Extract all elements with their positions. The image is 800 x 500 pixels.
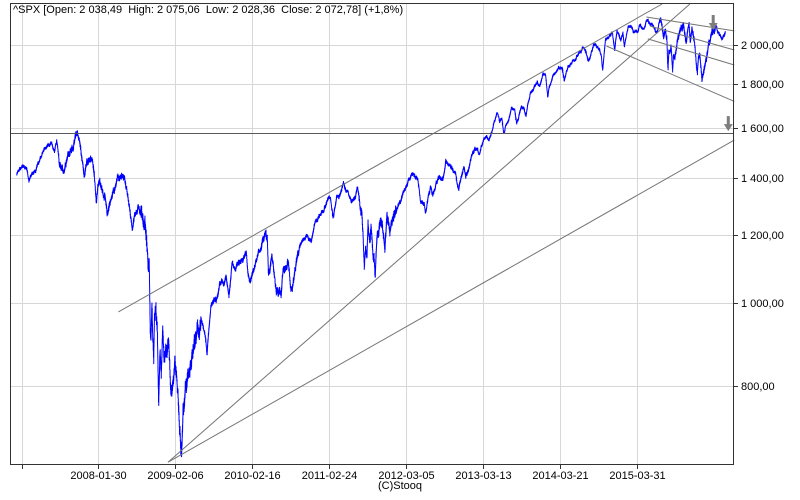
y-tick-label: 1 600,00: [741, 123, 784, 135]
y-tick-label: 1 200,00: [741, 230, 784, 242]
falling-resistance-2: [649, 25, 735, 51]
x-tick-label: 2009-02-06: [147, 470, 203, 482]
rising-support-long: [167, 139, 735, 463]
rising-channel-upper: [118, 3, 663, 313]
y-tick-label: 1 000,00: [741, 298, 784, 310]
falling-resistance-3: [647, 38, 735, 66]
price-series: [16, 17, 726, 458]
down-arrow-top-icon: [708, 15, 718, 30]
x-tick-label: 2013-03-13: [455, 470, 511, 482]
y-tick-label: 1 800,00: [741, 79, 784, 91]
rising-support-steep: [167, 3, 691, 463]
x-tick-label: 2011-02-24: [302, 470, 357, 482]
price-line: [16, 17, 726, 458]
plot-border: [10, 3, 734, 465]
falling-resistance-1: [646, 16, 735, 32]
y-tick-label: 800,00: [741, 381, 775, 393]
x-tick-label: 2008-01-30: [70, 470, 126, 482]
y-axis: 2 000,00 1 800,00 1 600,00 1 400,00 1 200,00…: [734, 40, 784, 393]
quote-header: ^SPX [Open: 2 038,49 High: 2 075,06 Low:…: [13, 4, 404, 16]
x-tick-label: 2012-03-05: [378, 470, 434, 482]
copyright-label: (C)Stooq: [377, 480, 423, 492]
x-axis: 2008-01-30 2009-02-06 2010-02-16 2011-02-24…: [22, 465, 666, 482]
y-tick-label: 2 000,00: [741, 40, 784, 52]
x-tick-label: 2010-02-16: [224, 470, 280, 482]
plot-border-rect: [10, 3, 734, 465]
falling-resistance-4: [606, 45, 735, 102]
x-tick-label: 2014-03-21: [532, 470, 588, 482]
down-arrow-1600-icon: [723, 116, 733, 132]
annotation-arrows: [708, 15, 733, 132]
x-tick-label: 2015-03-31: [609, 470, 665, 482]
trendlines: [10, 3, 735, 463]
y-tick-label: 1 400,00: [741, 173, 784, 185]
